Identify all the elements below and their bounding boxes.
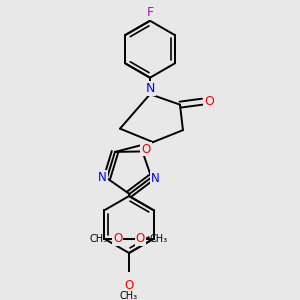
Text: N: N (151, 172, 160, 185)
Text: O: O (113, 232, 122, 245)
Text: CH₃: CH₃ (89, 234, 107, 244)
Text: O: O (136, 232, 145, 245)
Text: N: N (145, 82, 155, 95)
Text: CH₃: CH₃ (150, 234, 168, 244)
Text: N: N (98, 171, 107, 184)
Text: O: O (124, 279, 134, 292)
Text: CH₃: CH₃ (120, 290, 138, 300)
Text: O: O (141, 142, 151, 155)
Text: F: F (146, 6, 154, 19)
Text: O: O (204, 95, 214, 108)
